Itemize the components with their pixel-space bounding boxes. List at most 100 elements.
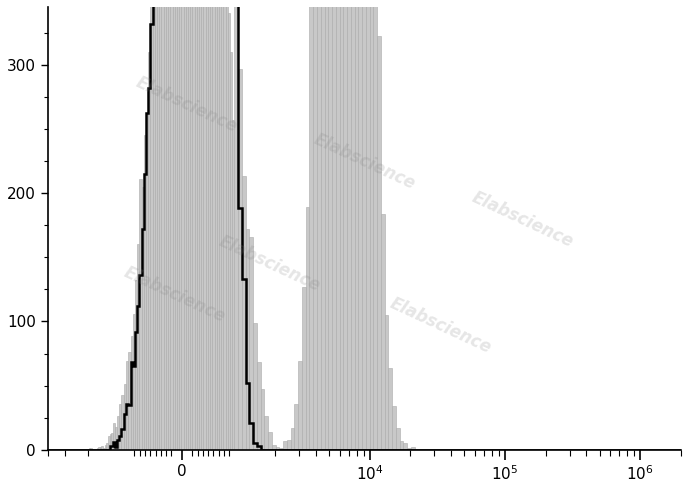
Bar — [114, 423, 115, 450]
Bar — [197, 0, 199, 450]
Bar — [142, 187, 144, 450]
Bar — [276, 447, 279, 450]
Bar — [403, 443, 407, 450]
Bar — [100, 447, 101, 450]
Bar — [336, 0, 339, 450]
Bar — [400, 441, 403, 450]
Bar — [210, 0, 213, 450]
Bar — [411, 447, 415, 450]
Bar — [215, 0, 217, 450]
Bar — [305, 207, 310, 450]
Bar — [291, 428, 294, 450]
Bar — [182, 0, 184, 450]
Bar — [101, 446, 103, 450]
Bar — [208, 0, 210, 450]
Bar — [168, 0, 171, 450]
Bar — [298, 361, 302, 450]
Bar — [279, 448, 283, 450]
Text: Elabscience: Elabscience — [311, 130, 418, 194]
Bar — [347, 0, 351, 450]
Bar — [217, 0, 219, 450]
Bar — [179, 0, 182, 450]
Bar — [173, 0, 175, 450]
Bar — [310, 0, 313, 450]
Bar — [317, 0, 321, 450]
Bar — [230, 52, 233, 450]
Bar — [257, 363, 261, 450]
Bar — [392, 406, 396, 450]
Bar — [162, 0, 164, 450]
Bar — [140, 179, 142, 450]
Bar — [283, 441, 287, 450]
Bar — [155, 0, 157, 450]
Bar — [235, 0, 238, 450]
Bar — [388, 368, 392, 450]
Bar — [137, 245, 140, 450]
Bar — [328, 0, 332, 450]
Bar — [268, 432, 272, 450]
Bar — [339, 0, 343, 450]
Text: Elabscience: Elabscience — [133, 73, 241, 136]
Bar — [313, 0, 317, 450]
Bar — [135, 280, 137, 450]
Bar — [272, 444, 276, 450]
Bar — [302, 287, 305, 450]
Bar — [97, 448, 98, 450]
Bar — [108, 436, 109, 450]
Bar — [146, 114, 148, 450]
Text: Elabscience: Elabscience — [216, 232, 323, 295]
Bar — [224, 0, 226, 450]
Bar — [381, 214, 385, 450]
Bar — [385, 315, 388, 450]
Bar — [111, 433, 114, 450]
Bar — [287, 440, 291, 450]
Bar — [199, 0, 202, 450]
Bar — [131, 336, 133, 450]
Bar — [109, 434, 111, 450]
Bar — [148, 52, 151, 450]
Bar — [133, 314, 135, 450]
Bar — [396, 428, 400, 450]
Bar — [103, 448, 105, 450]
Bar — [157, 0, 160, 450]
Bar — [166, 0, 168, 450]
Bar — [106, 443, 108, 450]
Bar — [226, 0, 228, 450]
Text: Elabscience: Elabscience — [387, 294, 494, 357]
Bar — [358, 0, 362, 450]
Bar — [144, 135, 146, 450]
Bar — [160, 0, 162, 450]
Bar — [332, 0, 336, 450]
Bar — [202, 0, 204, 450]
Bar — [246, 229, 250, 450]
Bar — [171, 0, 173, 450]
Bar — [188, 0, 190, 450]
Bar — [206, 0, 208, 450]
Bar — [213, 0, 215, 450]
Bar — [186, 0, 188, 450]
Bar — [354, 0, 358, 450]
Bar — [221, 0, 224, 450]
Bar — [193, 0, 195, 450]
Bar — [121, 394, 124, 450]
Bar — [369, 0, 374, 450]
Bar — [184, 0, 186, 450]
Bar — [153, 0, 155, 450]
Bar — [89, 448, 90, 450]
Bar — [250, 237, 253, 450]
Bar — [366, 0, 369, 450]
Bar — [126, 361, 128, 450]
Bar — [105, 444, 106, 450]
Bar — [407, 448, 411, 450]
Bar — [117, 416, 119, 450]
Bar — [343, 0, 347, 450]
Bar — [228, 13, 230, 450]
Bar — [151, 0, 153, 450]
Bar — [264, 416, 268, 450]
Bar — [204, 0, 206, 450]
Bar — [294, 404, 298, 450]
Bar — [195, 0, 197, 450]
Bar — [190, 0, 193, 450]
Bar — [115, 427, 117, 450]
Bar — [164, 0, 166, 450]
